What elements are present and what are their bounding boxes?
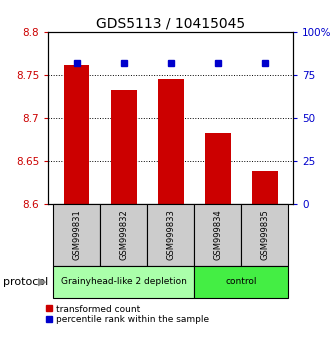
- Text: GSM999834: GSM999834: [213, 210, 222, 261]
- Text: GSM999832: GSM999832: [119, 210, 128, 261]
- Bar: [64, 65, 90, 204]
- Bar: [205, 133, 231, 204]
- Title: GDS5113 / 10415045: GDS5113 / 10415045: [96, 17, 245, 31]
- Bar: [194, 204, 241, 266]
- Bar: [252, 171, 278, 204]
- Bar: [111, 91, 137, 204]
- Text: Grainyhead-like 2 depletion: Grainyhead-like 2 depletion: [61, 278, 186, 286]
- Bar: [100, 204, 147, 266]
- Bar: [241, 204, 288, 266]
- Text: GSM999831: GSM999831: [72, 210, 81, 261]
- Bar: [53, 204, 100, 266]
- Text: control: control: [225, 278, 257, 286]
- Bar: [147, 204, 194, 266]
- Legend: transformed count, percentile rank within the sample: transformed count, percentile rank withi…: [46, 304, 209, 324]
- Bar: [53, 266, 194, 298]
- Bar: [194, 266, 288, 298]
- Text: ▶: ▶: [38, 277, 47, 287]
- Text: GSM999835: GSM999835: [260, 210, 269, 261]
- Bar: [158, 79, 183, 204]
- Text: protocol: protocol: [3, 277, 49, 287]
- Text: GSM999833: GSM999833: [166, 210, 175, 261]
